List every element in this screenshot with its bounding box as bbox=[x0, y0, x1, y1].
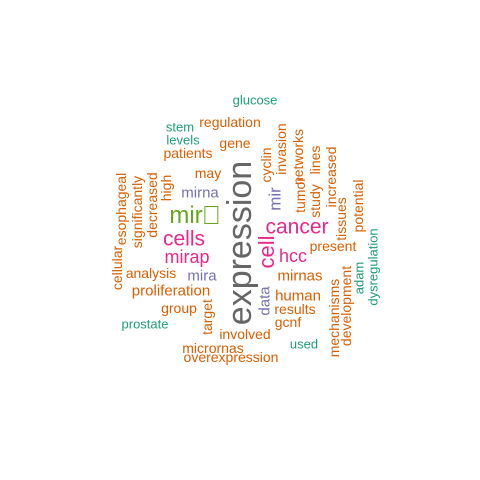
word-high: high bbox=[158, 174, 174, 202]
word-human: human bbox=[275, 287, 321, 305]
word-group: group bbox=[161, 300, 197, 316]
word-invasion: invasion bbox=[273, 123, 289, 175]
word-glucose: glucose bbox=[232, 92, 278, 108]
word-present: present bbox=[309, 238, 357, 254]
word-cells: cells bbox=[162, 227, 206, 251]
word-cancer: cancer bbox=[265, 215, 329, 239]
word-gene: gene bbox=[219, 135, 251, 151]
word-expression: expression bbox=[221, 160, 259, 326]
word-micrornas: micrornas bbox=[182, 340, 244, 356]
word-tumor: tumor bbox=[292, 177, 308, 213]
word-cell: cell bbox=[254, 235, 279, 269]
word-study: study bbox=[307, 184, 323, 218]
word-mirnas: mirnas bbox=[277, 267, 323, 285]
word-overexpression: overexpression bbox=[183, 349, 279, 365]
word-used: used bbox=[289, 336, 319, 352]
word-mir: mir bbox=[265, 187, 285, 211]
word-decreased: decreased bbox=[144, 172, 160, 238]
word-prostate: prostate bbox=[121, 316, 169, 332]
word-target: target bbox=[199, 299, 215, 335]
word-mira: mira bbox=[187, 267, 217, 285]
word-proliferation: proliferation bbox=[131, 282, 211, 300]
word-cellular: cellular bbox=[109, 245, 125, 291]
word-adam: adam bbox=[351, 261, 367, 295]
word-potential: potential bbox=[350, 179, 366, 233]
word-involved: involved bbox=[219, 326, 271, 342]
word-cyclin: cyclin bbox=[258, 147, 274, 183]
word-hcc: hcc bbox=[278, 246, 308, 266]
word-lines: lines bbox=[307, 145, 323, 175]
word-significantly: significantly bbox=[129, 175, 145, 249]
word-mirap: mirap bbox=[164, 247, 210, 267]
word-regulation: regulation bbox=[199, 114, 261, 130]
word-patients: patients bbox=[163, 145, 213, 161]
word-mir-box: mir bbox=[169, 204, 219, 228]
word-results: results bbox=[274, 301, 316, 317]
word-mirna: mirna bbox=[181, 184, 219, 202]
word-mechanisms: mechanisms bbox=[326, 278, 342, 358]
word-dysregulation: dysregulation bbox=[365, 228, 381, 306]
word-may: may bbox=[194, 165, 222, 181]
word-stem: stem bbox=[165, 119, 195, 135]
word-esophageal: esophageal bbox=[113, 172, 129, 246]
word-gcnf: gcnf bbox=[274, 314, 302, 330]
word-tissues: tissues bbox=[333, 197, 349, 241]
word-analysis: analysis bbox=[125, 265, 177, 281]
word-data: data bbox=[256, 286, 274, 316]
word-levels: levels bbox=[166, 132, 200, 148]
